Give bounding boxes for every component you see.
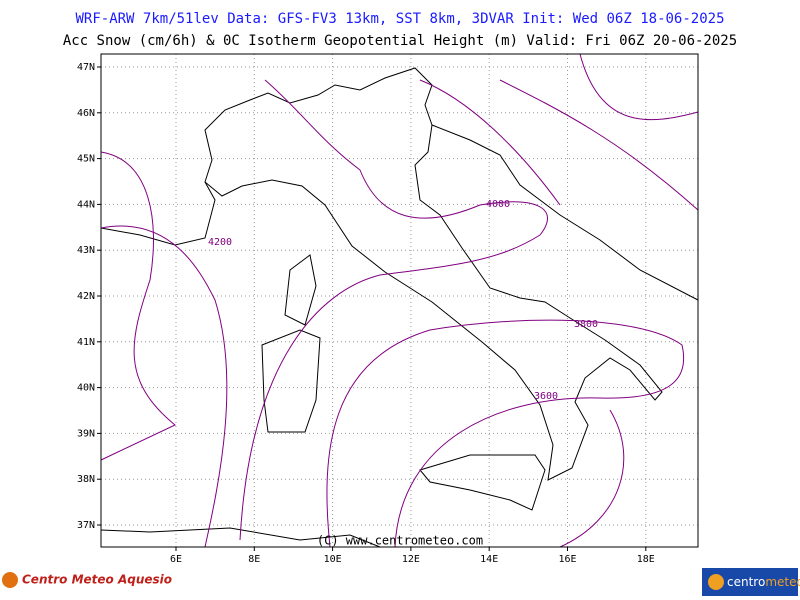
- lat-label: 37N: [77, 520, 95, 531]
- subtitle-line: Acc Snow (cm/6h) & 0C Isotherm Geopotent…: [63, 33, 737, 49]
- lat-label: 42N: [77, 291, 95, 302]
- lon-label: 6E: [170, 554, 182, 565]
- lat-label: 39N: [77, 428, 95, 439]
- coastlines: [100, 67, 699, 548]
- lon-label: 16E: [558, 554, 576, 565]
- left-logo[interactable]: Centro Meteo Aquesio: [22, 573, 172, 587]
- lon-label: 8E: [248, 554, 260, 565]
- contours: [100, 53, 699, 548]
- corsica: [284, 254, 317, 326]
- right-logo: centrometeo: [727, 575, 800, 589]
- lat-label: 45N: [77, 154, 95, 165]
- lon-label: 12E: [402, 554, 420, 565]
- lat-label: 43N: [77, 245, 95, 256]
- lat-label: 40N: [77, 383, 95, 394]
- right-logo-b: meteo: [765, 575, 800, 589]
- grid: [97, 54, 698, 551]
- lon-label: 18E: [637, 554, 655, 565]
- france: [100, 181, 216, 246]
- lat-label: 41N: [77, 337, 95, 348]
- lat-label: 47N: [77, 62, 95, 73]
- lon-label: 14E: [480, 554, 498, 565]
- italy: [204, 67, 663, 481]
- contour-label: 3800: [574, 319, 598, 330]
- lon-label: 10E: [324, 554, 342, 565]
- right-logo-a: centro: [727, 575, 765, 589]
- lat-label: 38N: [77, 474, 95, 485]
- contour-label: 4000: [486, 199, 510, 210]
- croatia: [431, 124, 699, 301]
- contour-label: 3600: [534, 391, 558, 402]
- tunisia: [100, 527, 381, 548]
- map-frame: [100, 53, 699, 548]
- lat-label: 46N: [77, 108, 95, 119]
- title-line: WRF-ARW 7km/51lev Data: GFS-FV3 13km, SS…: [75, 11, 724, 27]
- copyright: (C) www.centrometeo.com: [317, 534, 483, 548]
- lat-label: 44N: [77, 199, 95, 210]
- sardinia: [261, 329, 321, 433]
- contour-label: 4200: [208, 237, 232, 248]
- left-logo-icon: [2, 572, 18, 588]
- sicily: [419, 454, 546, 511]
- right-logo-icon: [708, 574, 724, 590]
